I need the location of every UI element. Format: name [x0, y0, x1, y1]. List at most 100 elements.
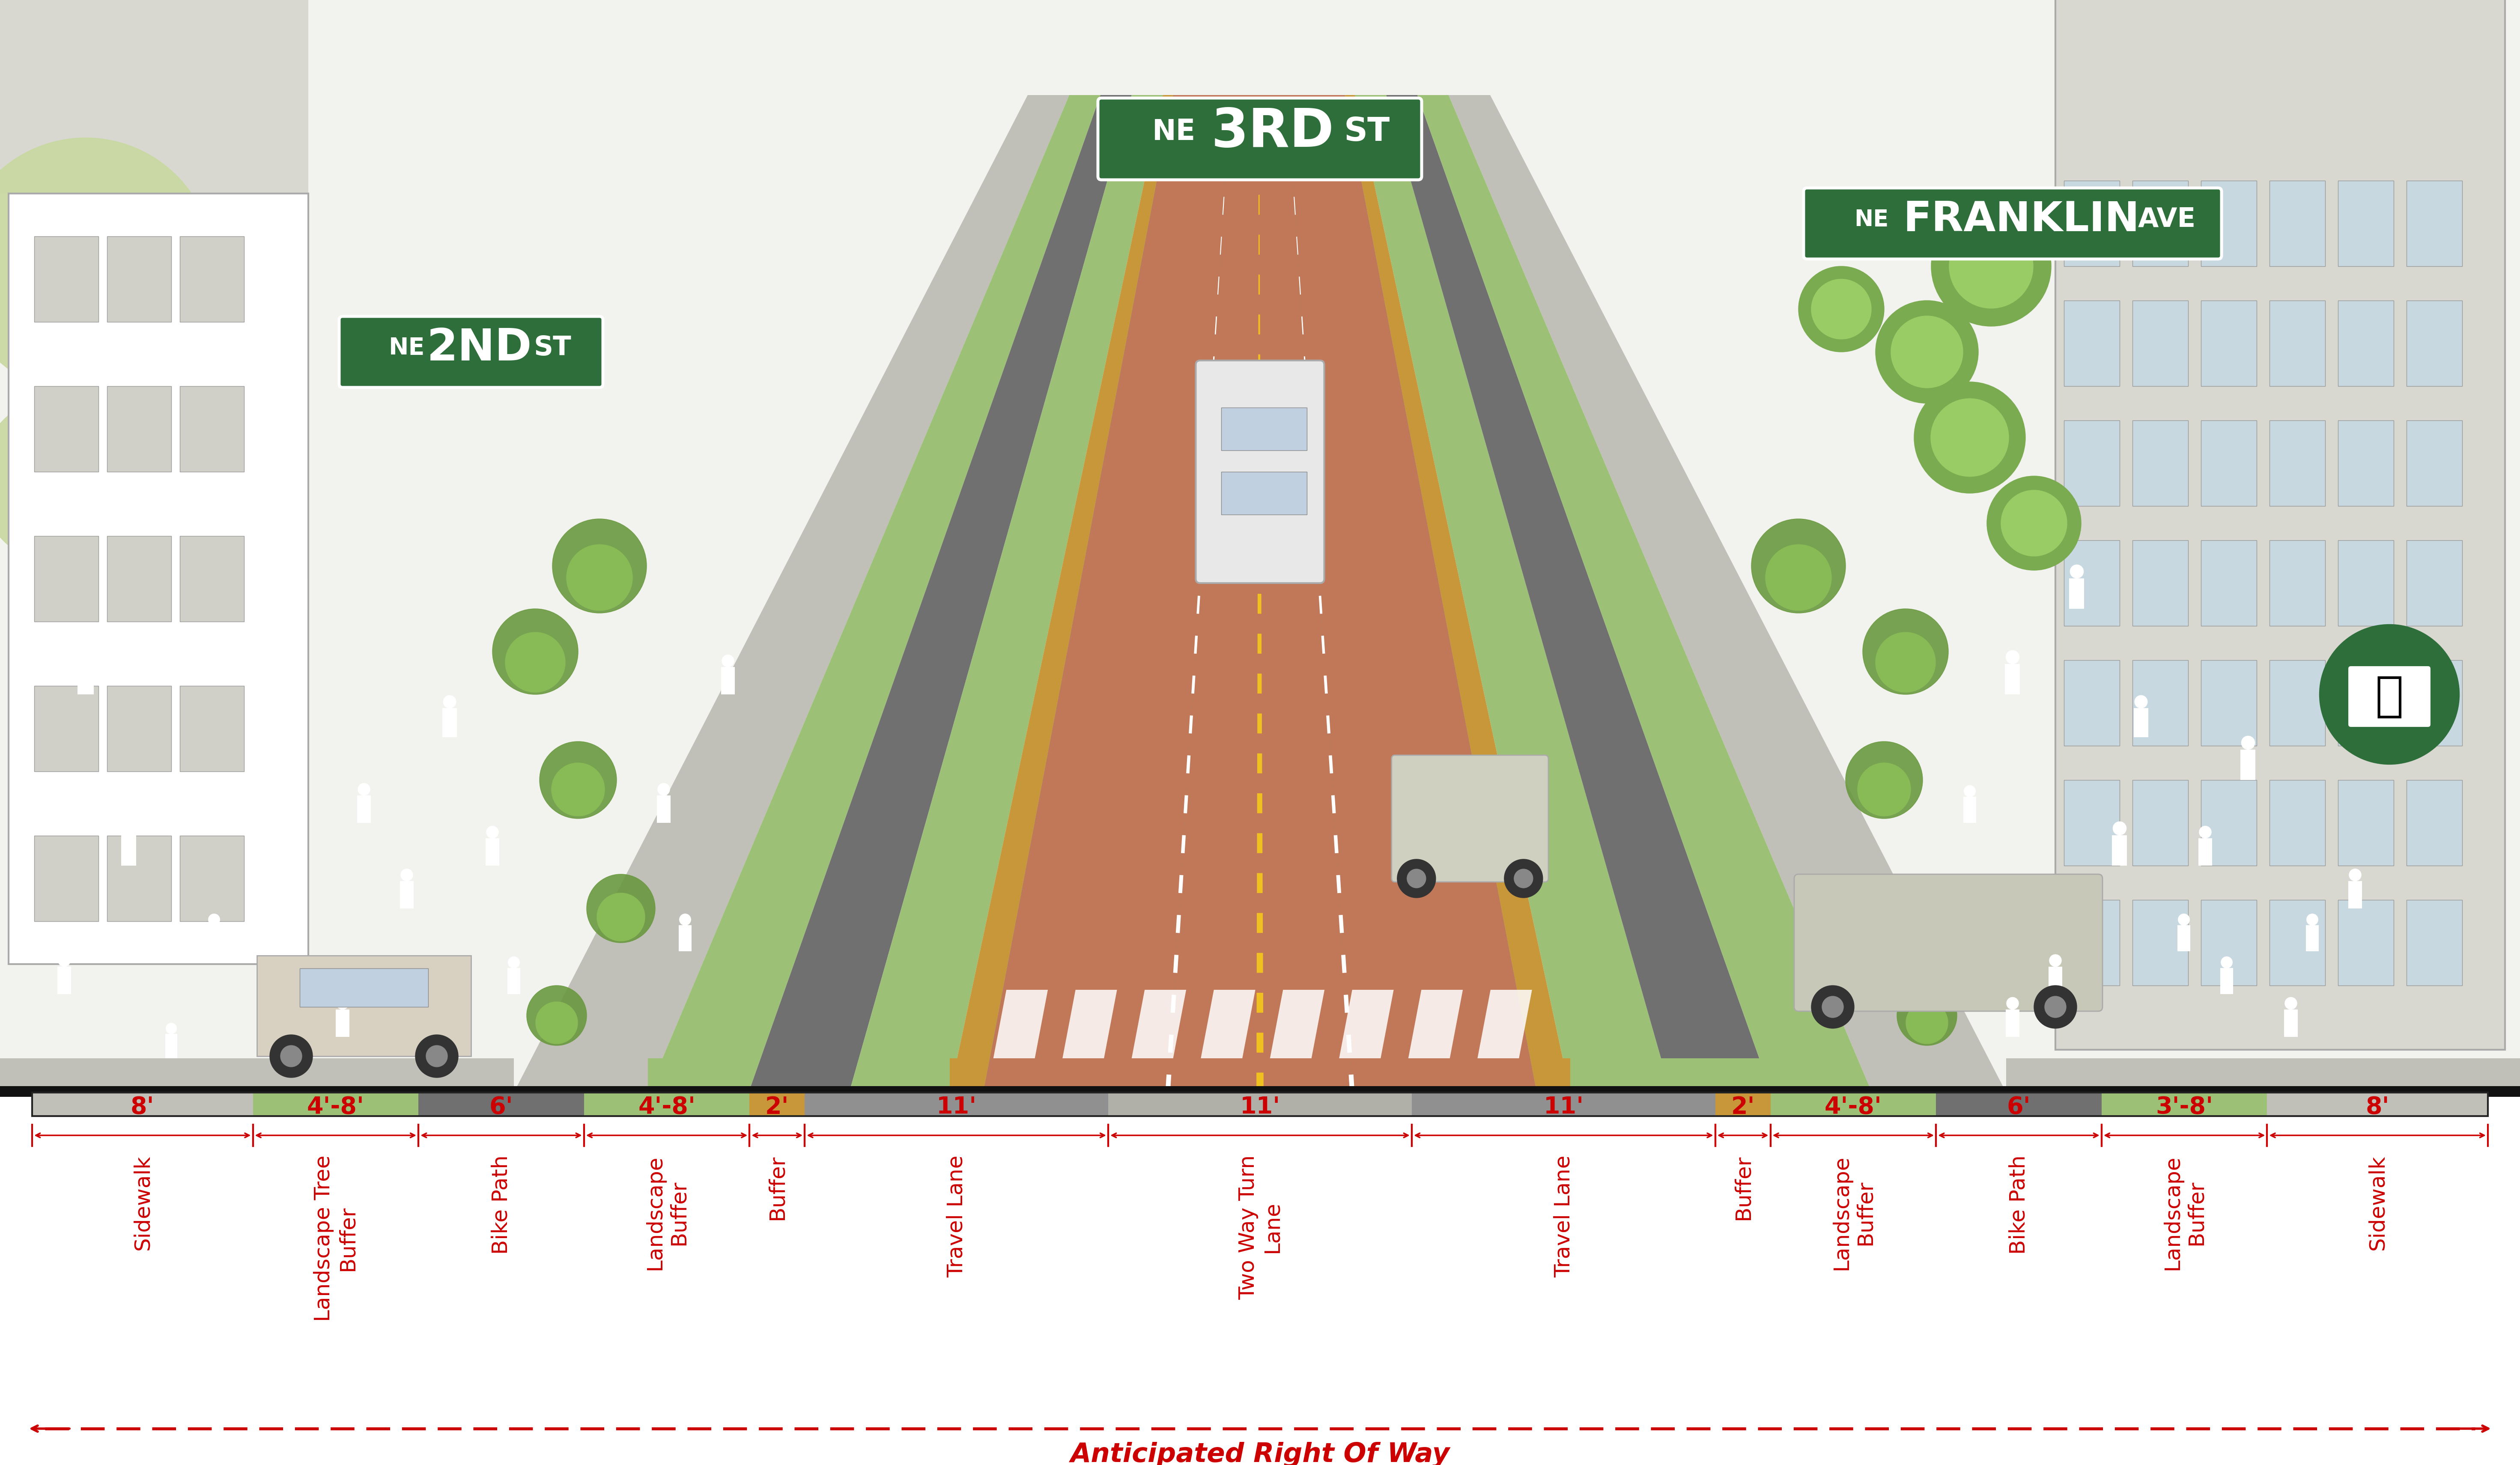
Bar [2102, 1093, 2268, 1116]
Bar [2268, 1093, 2487, 1116]
Polygon shape [1409, 990, 1462, 1058]
Bar [106, 686, 171, 772]
Text: NE: NE [1855, 208, 1887, 230]
Polygon shape [2197, 838, 2213, 866]
Polygon shape [2134, 709, 2147, 737]
Bar [2339, 182, 2394, 267]
Circle shape [1862, 609, 1948, 694]
Bar [2271, 300, 2326, 387]
Circle shape [680, 914, 690, 926]
Circle shape [527, 986, 587, 1046]
Circle shape [2034, 986, 2076, 1028]
Bar [2064, 541, 2119, 626]
FancyBboxPatch shape [1391, 756, 1547, 882]
Polygon shape [849, 95, 1162, 1093]
Bar [2339, 661, 2394, 746]
Circle shape [2286, 998, 2296, 1009]
Bar [0, 1058, 514, 1093]
Text: FRANKLIN: FRANKLIN [1903, 199, 2139, 239]
Text: 8': 8' [2366, 1096, 2389, 1118]
Polygon shape [1356, 95, 1671, 1093]
Circle shape [2006, 650, 2019, 664]
Circle shape [280, 1046, 302, 1067]
Circle shape [2112, 822, 2127, 835]
Bar [179, 387, 244, 472]
FancyBboxPatch shape [1804, 189, 2223, 259]
Bar [1772, 1093, 1935, 1116]
Circle shape [2134, 696, 2147, 709]
Circle shape [567, 545, 633, 611]
Polygon shape [2177, 926, 2190, 951]
Polygon shape [648, 95, 1101, 1093]
Polygon shape [257, 955, 471, 1056]
Bar [2407, 541, 2462, 626]
Bar [648, 1058, 748, 1093]
Polygon shape [1131, 990, 1187, 1058]
Polygon shape [2240, 750, 2255, 781]
Bar [2064, 182, 2119, 267]
Text: 4'-8': 4'-8' [1824, 1096, 1882, 1118]
Polygon shape [444, 709, 456, 737]
Text: NE: NE [1152, 117, 1197, 146]
Text: 4'-8': 4'-8' [638, 1096, 696, 1118]
Circle shape [1845, 741, 1923, 819]
Polygon shape [207, 926, 219, 951]
Bar [2064, 300, 2119, 387]
Bar [300, 968, 428, 1006]
Circle shape [209, 914, 219, 926]
Circle shape [338, 998, 348, 1009]
Polygon shape [292, 579, 307, 609]
Circle shape [1963, 785, 1976, 797]
Polygon shape [983, 95, 1230, 1093]
Circle shape [358, 784, 370, 795]
Circle shape [658, 784, 670, 795]
Bar [106, 387, 171, 472]
Circle shape [1515, 869, 1532, 888]
Text: 2': 2' [1731, 1096, 1754, 1118]
Polygon shape [1167, 95, 1353, 1093]
Bar [748, 1093, 804, 1116]
Circle shape [1986, 476, 2082, 570]
Bar [2339, 781, 2394, 866]
Bar [33, 1093, 252, 1116]
Circle shape [1845, 1110, 1880, 1147]
Polygon shape [2306, 926, 2318, 951]
Bar [1570, 1058, 1772, 1093]
Text: 2': 2' [766, 1096, 789, 1118]
Circle shape [58, 955, 71, 967]
Circle shape [2240, 737, 2255, 750]
Bar [2132, 420, 2187, 507]
Bar [2006, 1058, 2520, 1093]
Circle shape [2069, 565, 2084, 579]
Polygon shape [1202, 990, 1255, 1058]
Text: ST: ST [534, 335, 572, 360]
Bar [2339, 420, 2394, 507]
Polygon shape [950, 95, 1174, 1093]
Polygon shape [983, 95, 1230, 1093]
Polygon shape [121, 835, 136, 866]
Circle shape [537, 1002, 577, 1045]
Text: Landscape Tree
Buffer: Landscape Tree Buffer [312, 1154, 358, 1321]
Polygon shape [0, 0, 307, 193]
Text: Landscape
Buffer: Landscape Buffer [645, 1154, 688, 1270]
FancyBboxPatch shape [1099, 98, 1421, 180]
Polygon shape [2349, 880, 2361, 908]
Bar [804, 1093, 1109, 1116]
FancyBboxPatch shape [2349, 665, 2432, 728]
Text: Travel Lane: Travel Lane [1552, 1154, 1575, 1277]
Bar [2200, 420, 2255, 507]
Text: 11': 11' [1240, 1096, 1280, 1118]
Circle shape [1915, 382, 2026, 494]
Text: Buffer: Buffer [766, 1154, 786, 1220]
Bar [2200, 182, 2255, 267]
Circle shape [1837, 1097, 1887, 1149]
Circle shape [78, 646, 93, 661]
Circle shape [2321, 626, 2457, 763]
Polygon shape [2283, 1009, 2298, 1037]
Circle shape [426, 1046, 449, 1067]
Bar [0, 0, 2520, 1093]
Polygon shape [486, 838, 499, 866]
Bar [1109, 1093, 1411, 1116]
Polygon shape [993, 990, 1048, 1058]
Text: NE: NE [388, 337, 426, 359]
